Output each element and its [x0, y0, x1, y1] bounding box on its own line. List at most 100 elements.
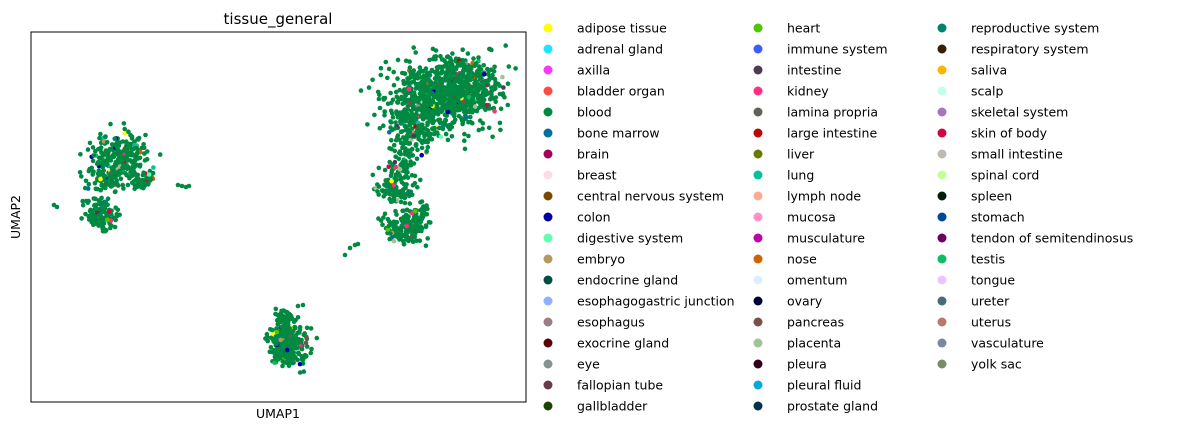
- legend-item: large intestine: [753, 126, 877, 141]
- scatter-point: [274, 341, 279, 347]
- scatter-point: [415, 215, 420, 220]
- axes-frame: [30, 31, 527, 403]
- scatter-point: [101, 221, 107, 226]
- scatter-point: [470, 97, 475, 102]
- scatter-point: [443, 131, 449, 137]
- scatter-point: [135, 176, 141, 182]
- scatter-point: [300, 356, 306, 361]
- scatter-point: [472, 104, 478, 109]
- legend-item: stomach: [937, 210, 1025, 225]
- legend-marker: [937, 44, 947, 54]
- legend-item: scalp: [937, 84, 1004, 99]
- scatter-point: [401, 81, 407, 87]
- scatter-point: [443, 77, 449, 83]
- legend-item: exocrine gland: [543, 336, 669, 351]
- scatter-point: [301, 332, 307, 338]
- scatter-point: [87, 140, 93, 146]
- scatter-point: [416, 136, 421, 142]
- scatter-point: [513, 66, 518, 71]
- scatter-point: [407, 65, 413, 70]
- scatter-point: [379, 188, 385, 193]
- legend-item: bone marrow: [543, 126, 660, 141]
- scatter-point: [291, 350, 297, 355]
- scatter-point: [83, 211, 88, 217]
- scatter-point: [308, 326, 314, 331]
- scatter-point: [401, 135, 406, 140]
- scatter-point: [375, 89, 381, 95]
- scatter-point: [456, 79, 462, 84]
- scatter-point: [395, 234, 401, 239]
- scatter-point: [99, 204, 105, 210]
- scatter-point: [419, 79, 424, 85]
- legend-label: tongue: [971, 273, 1015, 288]
- scatter-point: [280, 359, 286, 364]
- scatter-point: [467, 107, 473, 113]
- scatter-point: [304, 335, 309, 341]
- legend-label: scalp: [971, 84, 1004, 99]
- legend-marker: [753, 149, 763, 159]
- legend-item: tendon of semitendinosus: [937, 231, 1133, 246]
- scatter-point: [492, 64, 497, 70]
- legend-label: tendon of semitendinosus: [971, 231, 1133, 246]
- scatter-point: [414, 156, 420, 162]
- scatter-point: [428, 136, 434, 142]
- scatter-point: [381, 194, 387, 199]
- scatter-point: [388, 125, 393, 130]
- legend-item: intestine: [753, 63, 842, 78]
- scatter-point: [430, 115, 436, 120]
- scatter-points: [51, 43, 518, 375]
- scatter-point: [92, 203, 97, 208]
- legend-item: esophagus: [543, 315, 645, 330]
- legend-marker: [543, 212, 553, 222]
- legend-marker: [937, 359, 947, 369]
- scatter-point: [378, 65, 384, 71]
- scatter-point: [144, 157, 150, 162]
- scatter-point: [264, 335, 270, 340]
- scatter-point: [466, 94, 472, 100]
- legend-item: adipose tissue: [543, 21, 667, 36]
- scatter-point: [274, 329, 280, 335]
- scatter-point: [405, 134, 410, 139]
- scatter-point: [410, 183, 416, 188]
- legend-marker: [937, 23, 947, 33]
- scatter-point: [415, 147, 420, 153]
- legend-item: bladder organ: [543, 84, 665, 99]
- scatter-point: [123, 170, 128, 176]
- legend-label: central nervous system: [577, 189, 724, 204]
- scatter-point: [470, 120, 475, 126]
- scatter-point: [459, 116, 464, 121]
- scatter-point: [98, 131, 103, 137]
- scatter-point: [78, 152, 83, 157]
- legend-item: axilla: [543, 63, 610, 78]
- scatter-point: [423, 243, 429, 248]
- scatter-point: [284, 347, 290, 353]
- scatter-point: [399, 228, 404, 234]
- scatter-point: [395, 100, 401, 105]
- scatter-point: [486, 72, 491, 77]
- legend-item: mucosa: [753, 210, 836, 225]
- scatter-point: [101, 172, 106, 178]
- legend-label: skin of body: [971, 126, 1048, 141]
- scatter-point: [400, 216, 405, 222]
- legend-label: eye: [577, 357, 600, 372]
- scatter-point: [342, 252, 348, 258]
- scatter-point: [442, 95, 448, 101]
- scatter-point: [402, 200, 408, 206]
- legend-item: lymph node: [753, 189, 861, 204]
- scatter-point: [406, 193, 412, 199]
- scatter-point: [418, 177, 423, 183]
- scatter-point: [420, 140, 425, 146]
- scatter-point: [105, 179, 111, 185]
- scatter-point: [481, 63, 487, 68]
- legend-label: mucosa: [787, 210, 836, 225]
- legend-item: omentum: [753, 273, 847, 288]
- scatter-point: [498, 106, 504, 112]
- scatter-point: [438, 120, 443, 126]
- scatter-point: [108, 183, 113, 189]
- scatter-point: [141, 142, 146, 147]
- legend-marker: [937, 107, 947, 117]
- scatter-point: [443, 86, 448, 91]
- scatter-point: [420, 109, 426, 114]
- scatter-point: [442, 58, 447, 64]
- scatter-point: [408, 159, 413, 164]
